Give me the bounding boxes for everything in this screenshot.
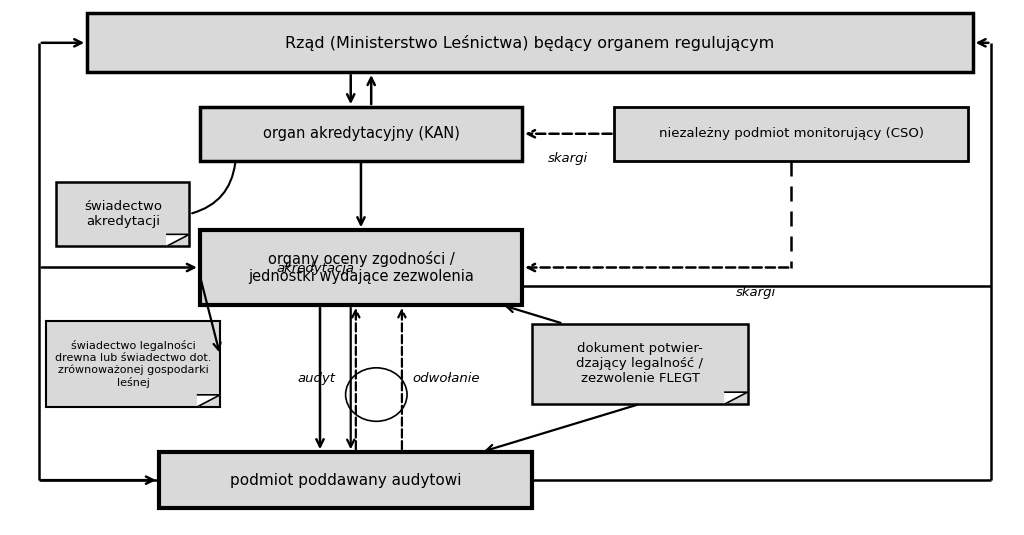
Text: organy oceny zgodności /
jednostki wydające zezwolenia: organy oceny zgodności / jednostki wydaj… [248,251,474,284]
Text: świadectwo
akredytacji: świadectwo akredytacji [84,200,162,228]
Polygon shape [167,234,189,246]
FancyBboxPatch shape [614,107,968,160]
FancyBboxPatch shape [46,321,220,407]
FancyBboxPatch shape [200,107,522,160]
FancyBboxPatch shape [159,452,532,508]
Text: akredytacja: akredytacja [276,262,354,275]
Polygon shape [198,395,220,407]
Text: świadectwo legalności
drewna lub świadectwo dot.
zrównoważonej gospodarki
leśnej: świadectwo legalności drewna lub świadec… [55,340,211,387]
Text: odwołanie: odwołanie [412,372,479,385]
Text: dokument potwier-
dzający legalność /
zezwolenie FLEGT: dokument potwier- dzający legalność / ze… [577,342,703,385]
Text: niezależny podmiot monitorujący (CSO): niezależny podmiot monitorujący (CSO) [658,127,924,140]
Text: skargi: skargi [735,286,776,299]
Text: organ akredytacyjny (KAN): organ akredytacyjny (KAN) [262,126,460,141]
FancyBboxPatch shape [56,182,189,246]
FancyBboxPatch shape [200,230,522,305]
Polygon shape [725,392,748,404]
FancyBboxPatch shape [532,324,748,404]
Text: podmiot poddawany audytowi: podmiot poddawany audytowi [229,472,462,488]
Text: skargi: skargi [548,152,589,165]
FancyBboxPatch shape [87,13,973,72]
Text: audyt: audyt [297,372,336,385]
Text: Rząd (Ministerstwo Leśnictwa) będący organem regulującym: Rząd (Ministerstwo Leśnictwa) będący org… [286,35,774,51]
